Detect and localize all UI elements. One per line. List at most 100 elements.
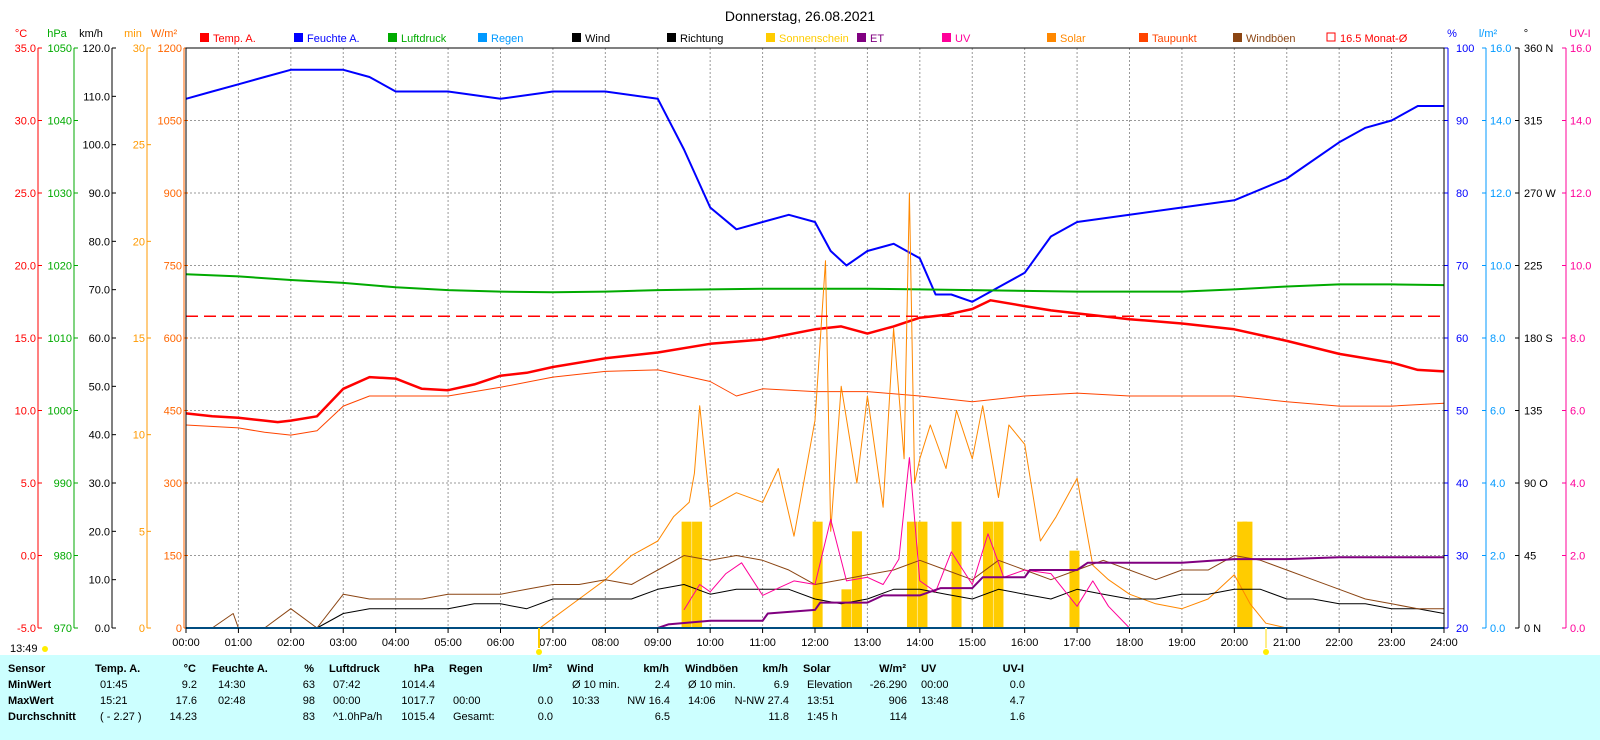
axis-tick-label: 4.0 [1490, 478, 1505, 490]
stats-cell-meta: 14:30 [218, 679, 246, 691]
axis-tick-label: 110.0 [83, 91, 110, 103]
axis-tick-label: 15.0 [15, 333, 36, 345]
axis-tick-label: 270 W [1524, 188, 1556, 200]
axis-tick-label: 5.0 [21, 478, 36, 490]
stats-cell-meta: ( - 2.27 ) [100, 711, 142, 723]
x-tick-label: 10:00 [696, 637, 724, 649]
axis-tick-label: 12.0 [1570, 188, 1591, 200]
legend-swatch [1326, 32, 1336, 42]
legend-swatch [1139, 33, 1148, 42]
axis-tick-label: 90.0 [89, 188, 110, 200]
legend-swatch [572, 33, 581, 42]
axis-tick-label: 4.0 [1570, 478, 1585, 490]
series-line [186, 555, 1444, 629]
axis-unit: % [1447, 28, 1457, 40]
axis-tick-label: 60.0 [89, 333, 110, 345]
legend-label: Wind [585, 33, 610, 45]
sunshine-bar [1242, 521, 1253, 628]
axis-tick-label: 25.0 [15, 188, 36, 200]
timestamp: 13:49 [10, 643, 38, 655]
axis-tick-label: 120.0 [82, 43, 110, 55]
x-tick-label: 07:00 [539, 637, 567, 649]
axis-tick-label: 1000 [48, 406, 72, 418]
stats-cell-meta: 14:06 [688, 695, 716, 707]
axis-tick-label: 20 [1456, 623, 1468, 635]
axis-tick-label: 30 [1456, 551, 1468, 563]
x-tick-label: 21:00 [1273, 637, 1301, 649]
axis-tick-label: 20 [133, 236, 145, 248]
axis-tick-label: 14.0 [1570, 116, 1591, 128]
axis-tick-label: 1200 [158, 43, 182, 55]
sunshine-bar [951, 521, 962, 628]
axis-tick-label: 10.0 [1570, 261, 1591, 273]
axis-tick-label: 1040 [48, 116, 72, 128]
legend-swatch [200, 33, 209, 42]
axis-unit: °C [15, 28, 27, 40]
axis-tick-label: 40 [1456, 478, 1468, 490]
grid [186, 48, 1444, 628]
axis-tick-label: 2.0 [1570, 551, 1585, 563]
axis-tick-label: 6.0 [1490, 406, 1505, 418]
axis-tick-label: 0 [176, 623, 182, 635]
axis-tick-label: 30 [133, 43, 145, 55]
stats-cell-value: 9.2 [181, 679, 197, 691]
stats-cell-value: 98 [302, 695, 315, 707]
stats-header-sensor: Sensor [8, 663, 46, 675]
axis-tick-label: 450 [164, 406, 182, 418]
axis-tick-label: 70 [1456, 261, 1468, 273]
stats-header-name: UV [921, 663, 937, 675]
sunshine-bar [851, 531, 862, 628]
stats-header-name: Regen [449, 663, 483, 675]
axis-tick-label: -5.0 [17, 623, 36, 635]
stats-cell-meta: 13:51 [807, 695, 835, 707]
stats-cell-meta: ^1.0hPa/h [333, 711, 383, 723]
axis-tick-label: 300 [164, 478, 182, 490]
axes: 35.030.025.020.015.010.05.00.0-5.0°C1050… [15, 28, 1592, 635]
axis-unit: hPa [47, 28, 67, 40]
legend-label: 16.5 Monat-Ø [1340, 33, 1408, 45]
axis-unit: ° [1524, 28, 1528, 40]
stats-header-unit: W/m² [879, 663, 906, 675]
stats-cell-meta: 10:33 [572, 695, 600, 707]
x-tick-label: 24:00 [1430, 637, 1458, 649]
stats-cell-meta: 00:00 [453, 695, 481, 707]
stats-header-name: Luftdruck [329, 663, 380, 675]
stats-cell-value: 63 [302, 679, 315, 691]
axis-tick-label: 80.0 [89, 236, 110, 248]
legend-swatch [478, 33, 487, 42]
weather-chart: Donnerstag, 26.08.2021 Temp. A. Feuchte A… [10, 8, 1592, 655]
axis-tick-label: 100 [1456, 43, 1474, 55]
legend-label: ET [870, 33, 884, 45]
series-line [605, 556, 1444, 629]
stats-row-avg-label: Durchschnitt [8, 711, 76, 723]
legend-swatch [1233, 33, 1242, 42]
axis-tick-label: 180 S [1524, 333, 1553, 345]
sunshine-bar [1237, 521, 1248, 628]
axis-tick-label: 0.0 [21, 551, 36, 563]
axis-tick-label: 10.0 [89, 575, 110, 587]
series-line [185, 369, 1445, 436]
axis-tick-label: 12.0 [1490, 188, 1511, 200]
legend-label: UV [955, 33, 971, 45]
axis-tick-label: 600 [164, 333, 182, 345]
axis-tick-label: 90 O [1524, 478, 1548, 490]
axis-tick-label: 150 [164, 551, 182, 563]
sunshine-bar [906, 521, 917, 628]
axis-tick-label: 0 N [1524, 623, 1541, 635]
stats-header-unit: % [304, 663, 314, 675]
axis-tick-label: 360 N [1524, 43, 1553, 55]
axis-tick-label: 900 [164, 188, 182, 200]
axis-unit: l/m² [1479, 28, 1498, 40]
stats-cell-meta: 1:45 h [807, 711, 838, 723]
axis-tick-label: 970 [54, 623, 72, 635]
series-line [185, 299, 1445, 424]
legend-label: Sonnenschein [779, 33, 849, 45]
sunrise-icon [536, 649, 542, 655]
legend-swatch [942, 33, 951, 42]
legend-label: Richtung [680, 33, 723, 45]
axis-tick-label: 135 [1524, 406, 1542, 418]
stats-cell-meta: Ø 10 min. [688, 679, 736, 691]
stats-cell-meta: 01:45 [100, 679, 128, 691]
stats-cell-value: 1.6 [1009, 711, 1025, 723]
sunshine-bar [1069, 550, 1080, 628]
